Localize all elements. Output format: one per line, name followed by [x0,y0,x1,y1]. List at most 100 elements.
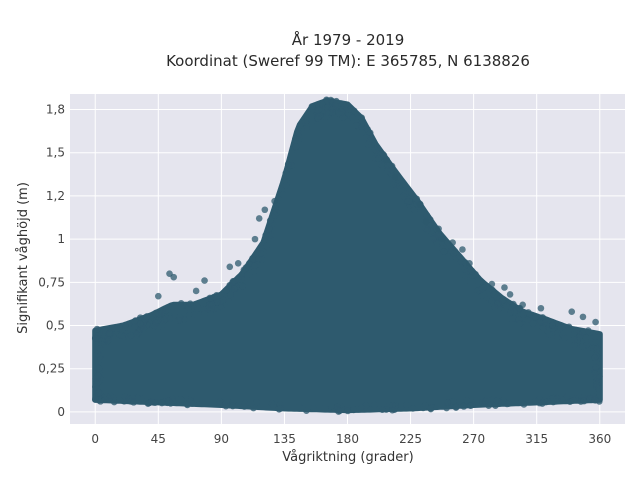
data-point [247,399,255,407]
data-point [162,307,170,314]
y-tick-label: 1,5 [46,146,65,160]
data-point [169,303,177,311]
data-point [295,403,303,411]
data-point [536,319,543,326]
data-point [517,399,525,407]
data-point [539,398,547,406]
data-point [440,248,447,255]
y-tick-label: 0,75 [38,275,65,289]
data-point [457,264,465,272]
data-point [251,262,258,270]
outlier-point [234,260,242,267]
data-point [362,404,370,411]
data-point [97,356,105,363]
data-point [137,320,144,328]
outlier-point [579,313,587,321]
outlier-point [417,201,424,208]
data-point [338,108,346,116]
data-point [371,146,379,153]
data-point [350,406,357,414]
x-tick-label: 135 [273,432,296,446]
data-point [240,266,248,274]
data-point [463,397,470,404]
outlier-point [201,277,208,284]
data-point [422,402,429,409]
data-point [93,380,100,388]
outlier-point [251,235,259,243]
data-point [327,402,335,410]
data-point [315,106,323,114]
data-point [571,341,578,349]
outlier-point [439,235,447,243]
outlier-point [459,246,466,253]
outlier-point [519,301,526,309]
data-point [344,405,351,412]
data-point [227,291,234,299]
data-point [366,129,374,137]
x-tick-label: 315 [525,432,548,446]
data-point [229,277,237,285]
data-point [485,287,493,295]
data-point [579,343,586,350]
data-point [498,297,506,304]
data-point [233,291,240,298]
data-point [148,398,156,405]
data-point [308,103,316,110]
data-point [97,398,104,405]
data-point [105,395,113,403]
data-point [371,401,378,409]
data-point [493,397,501,404]
data-point [466,278,474,286]
outlier-point [501,284,508,291]
data-point [404,198,412,205]
data-point [292,135,299,143]
data-points [91,96,603,415]
data-point [540,324,547,332]
data-point [131,323,139,330]
data-point [413,195,421,203]
data-point [185,311,193,319]
outlier-point [255,215,263,222]
outlier-point [449,239,456,246]
data-point [284,163,292,171]
data-point [474,278,482,286]
y-tick-label: 1,2 [46,189,65,203]
data-point [249,255,256,262]
data-point [177,396,184,403]
outlier-point [261,206,269,214]
data-point [263,242,271,250]
data-point [277,405,284,412]
y-tick-label: 1 [57,232,65,246]
data-point [323,109,331,116]
data-point [188,400,195,407]
data-point [334,403,341,410]
outlier-point [271,197,278,205]
data-point [93,363,101,371]
data-point [113,325,121,332]
data-point [152,310,159,318]
data-point [455,397,463,405]
x-tick-label: 180 [336,432,359,446]
x-tick-label: 90 [214,432,229,446]
data-point [508,315,516,323]
data-point [524,316,531,324]
outlier-point [422,218,430,226]
data-point [570,336,578,344]
data-point [105,329,113,337]
data-point [532,397,539,405]
data-point [310,404,317,412]
data-point [266,217,274,224]
data-point [409,405,417,412]
data-point [210,293,218,301]
data-point [377,160,385,168]
data-point [239,283,246,290]
data-point [379,406,386,413]
data-point [467,402,475,409]
data-point [592,381,600,388]
data-point [593,374,601,381]
data-point [190,311,198,318]
data-point [532,313,539,321]
data-point [120,333,128,340]
data-point [423,212,431,219]
